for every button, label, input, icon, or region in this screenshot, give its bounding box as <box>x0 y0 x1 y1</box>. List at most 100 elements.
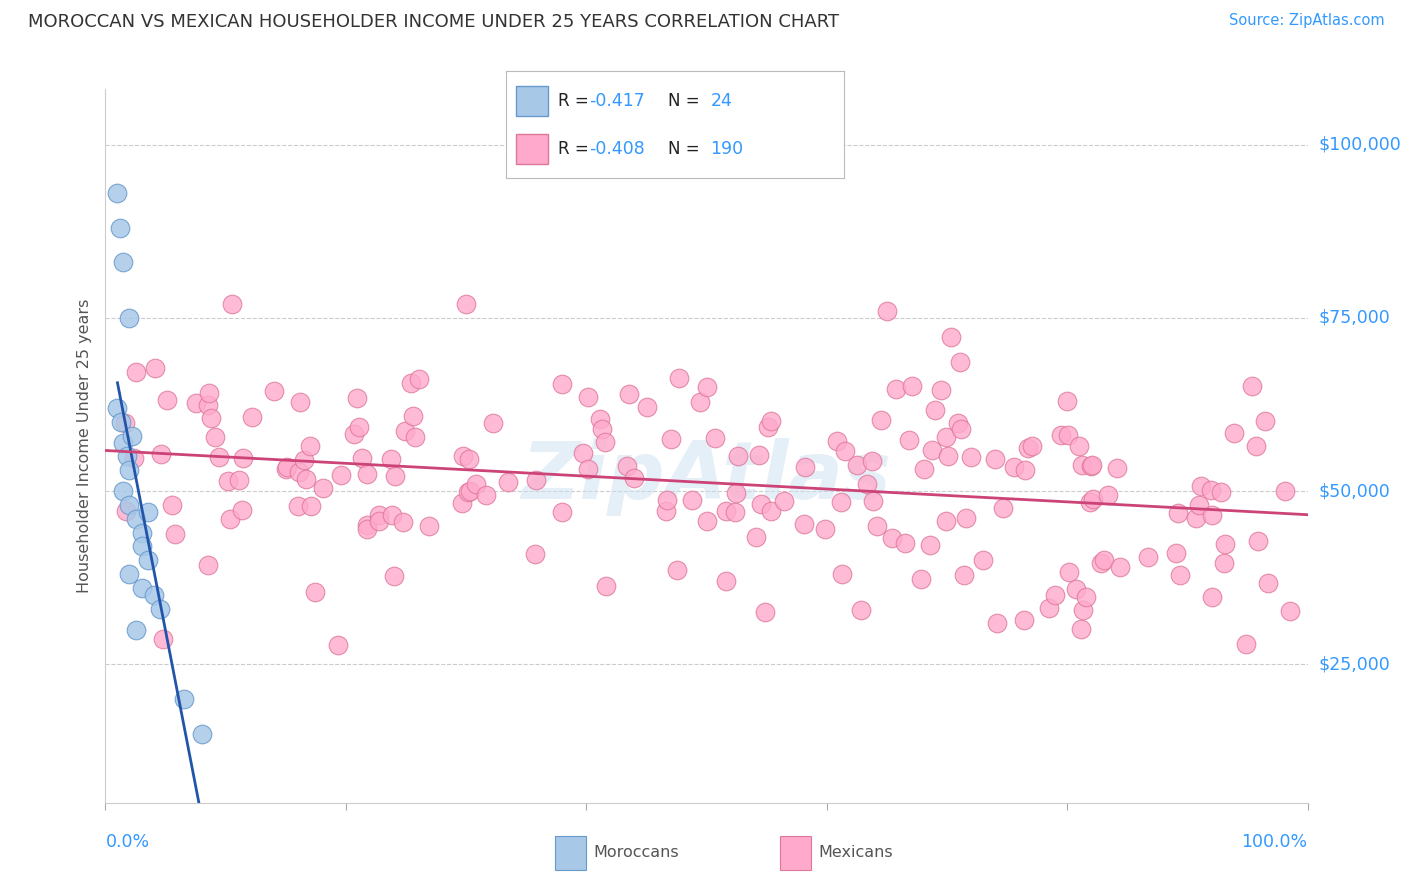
Point <box>882 531 904 545</box>
Point <box>682 493 704 508</box>
Point <box>659 432 682 446</box>
Point <box>454 297 477 311</box>
Point <box>846 458 869 473</box>
Point <box>418 519 440 533</box>
Point <box>458 451 481 466</box>
Point <box>152 632 174 646</box>
Point <box>110 415 132 429</box>
Point <box>198 386 221 401</box>
Point <box>1244 439 1267 453</box>
Point <box>991 500 1014 515</box>
Point <box>831 567 853 582</box>
FancyBboxPatch shape <box>516 134 548 164</box>
Point <box>924 403 946 417</box>
Point <box>142 588 165 602</box>
Text: 0.0%: 0.0% <box>105 833 149 851</box>
Point <box>1185 511 1208 525</box>
Point <box>946 416 969 430</box>
Point <box>668 371 690 385</box>
Point <box>825 434 848 449</box>
Point <box>263 384 285 398</box>
Point <box>1071 458 1094 473</box>
Point <box>1257 575 1279 590</box>
Point <box>696 515 718 529</box>
Point <box>399 376 422 390</box>
Point <box>918 537 941 551</box>
Point <box>1201 590 1223 604</box>
Point <box>394 424 416 438</box>
Point <box>714 504 737 518</box>
Point <box>136 553 159 567</box>
Point <box>108 220 131 235</box>
Point <box>381 508 404 523</box>
Point <box>759 414 782 428</box>
Point <box>349 420 371 434</box>
Point <box>401 409 423 424</box>
Point <box>107 186 129 201</box>
Point <box>876 304 898 318</box>
Point <box>1064 582 1087 597</box>
Point <box>793 460 815 475</box>
Point <box>623 471 645 485</box>
Point <box>714 574 737 589</box>
Point <box>231 502 253 516</box>
Point <box>136 505 159 519</box>
Point <box>124 512 146 526</box>
Point <box>595 579 617 593</box>
Point <box>986 615 1008 630</box>
Point <box>112 435 135 450</box>
Point <box>1201 508 1223 522</box>
Text: Mexicans: Mexicans <box>818 846 893 860</box>
Point <box>655 504 678 518</box>
Point <box>593 435 616 450</box>
Point <box>551 505 574 519</box>
Point <box>551 377 574 392</box>
Point <box>959 450 981 464</box>
Point <box>118 567 141 582</box>
Text: R =: R = <box>558 140 595 158</box>
Point <box>404 430 426 444</box>
Point <box>745 530 768 544</box>
Point <box>759 504 782 518</box>
Point <box>292 453 315 467</box>
Point <box>665 563 688 577</box>
Point <box>482 416 505 430</box>
Point <box>1211 484 1233 499</box>
Text: MOROCCAN VS MEXICAN HOUSEHOLDER INCOME UNDER 25 YEARS CORRELATION CHART: MOROCCAN VS MEXICAN HOUSEHOLDER INCOME U… <box>28 13 839 31</box>
Point <box>208 450 231 465</box>
Point <box>856 476 879 491</box>
Y-axis label: Householder Income Under 25 years: Householder Income Under 25 years <box>77 299 93 593</box>
Point <box>165 527 187 541</box>
Point <box>830 495 852 509</box>
FancyBboxPatch shape <box>516 87 548 116</box>
Point <box>1109 560 1132 574</box>
Text: Moroccans: Moroccans <box>593 846 679 860</box>
Point <box>1059 565 1081 579</box>
Point <box>131 540 153 554</box>
Point <box>1090 556 1112 570</box>
Point <box>834 444 856 458</box>
Point <box>330 468 353 483</box>
Point <box>197 558 219 572</box>
Text: N =: N = <box>668 140 704 158</box>
Point <box>756 420 779 434</box>
Point <box>156 392 179 407</box>
Point <box>457 485 479 500</box>
Point <box>576 462 599 476</box>
Point <box>274 462 297 476</box>
Point <box>921 442 943 457</box>
Point <box>1223 426 1246 441</box>
Point <box>696 380 718 394</box>
Point <box>524 547 547 561</box>
Point <box>326 638 349 652</box>
Point <box>935 514 957 528</box>
Point <box>724 506 747 520</box>
Point <box>408 372 430 386</box>
Point <box>1070 622 1092 636</box>
Point <box>356 522 378 536</box>
Point <box>910 572 932 586</box>
Point <box>1049 427 1071 442</box>
Point <box>636 400 658 414</box>
Point <box>464 477 486 491</box>
Point <box>1212 556 1234 570</box>
